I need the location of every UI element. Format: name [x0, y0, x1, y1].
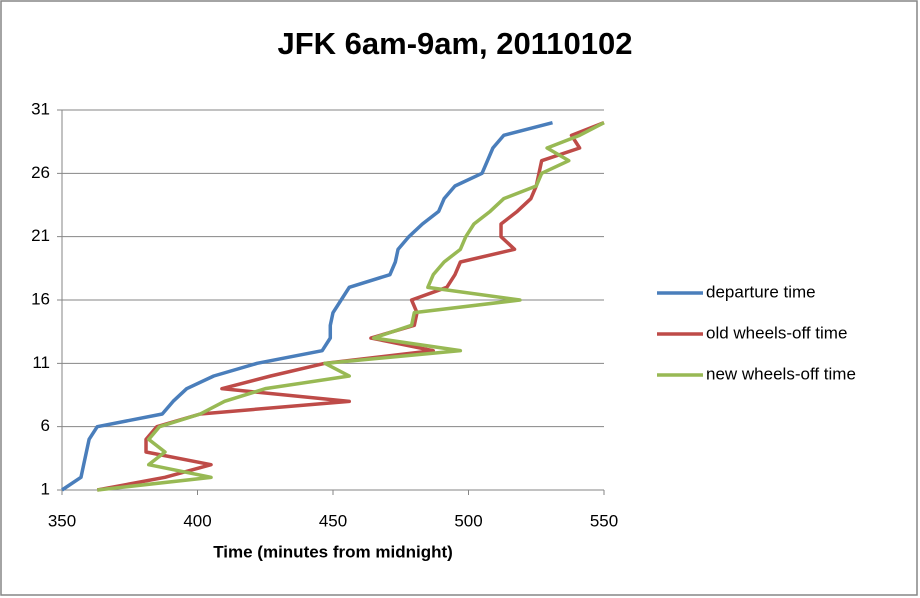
y-tick-label: 16 [31, 289, 50, 308]
y-tick-label: 1 [41, 479, 50, 498]
legend-label: new wheels-off time [706, 364, 856, 383]
x-tick-label: 350 [48, 511, 76, 530]
legend-label: old wheels-off time [706, 323, 847, 342]
x-tick-label: 400 [183, 511, 211, 530]
y-tick-label: 21 [31, 226, 50, 245]
y-tick-label: 6 [41, 416, 50, 435]
x-tick-label: 500 [454, 511, 482, 530]
y-tick-label: 11 [32, 353, 50, 372]
y-tick-label: 26 [31, 163, 50, 182]
x-tick-label: 450 [319, 511, 347, 530]
y-tick-label: 31 [31, 99, 50, 118]
legend-label: departure time [706, 282, 816, 301]
x-axis-title: Time (minutes from midnight) [213, 542, 453, 561]
series-line [61, 120, 553, 492]
chart-title: JFK 6am-9am, 20110102 [277, 26, 632, 61]
x-tick-label: 550 [590, 511, 618, 530]
series-line [97, 121, 605, 492]
